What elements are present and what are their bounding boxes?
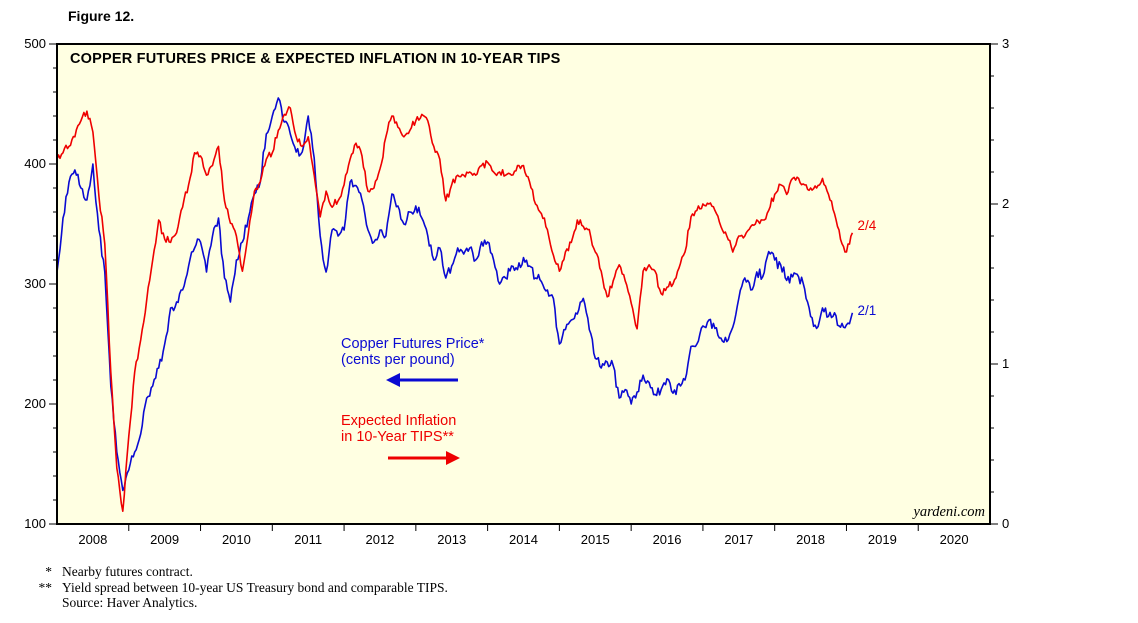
inflation-end-label: 2/4 — [857, 217, 877, 233]
footnote-text: Yield spread between 10-year US Treasury… — [62, 579, 448, 595]
inflation-legend: Expected Inflation in 10-Year TIPS** — [341, 413, 456, 445]
footnote-text: Source: Haver Analytics. — [62, 595, 198, 610]
left-arrow-icon — [386, 373, 400, 387]
plot-background — [57, 44, 990, 524]
footnote-text: Nearby futures contract. — [62, 564, 193, 579]
x-axis-tick-label: 2013 — [437, 532, 467, 547]
right-axis-tick-label: 3 — [1002, 36, 1010, 51]
left-axis-tick-label: 100 — [24, 516, 46, 531]
figure-label: Figure 12. — [68, 8, 135, 24]
left-axis-tick-label: 500 — [24, 36, 46, 51]
copper-legend-sublabel: (cents per pound) — [341, 352, 455, 368]
inflation-legend-label: Expected Inflation — [341, 413, 457, 429]
x-axis-tick-label: 2011 — [294, 532, 323, 547]
footnote-row: ** Yield spread between 10-year US Treasu… — [28, 580, 448, 596]
x-axis-tick-label: 2012 — [365, 532, 395, 547]
inflation-series-line — [58, 106, 854, 512]
footnote-row: * Nearby futures contract. — [28, 564, 448, 580]
left-axis-tick-label: 400 — [24, 156, 46, 171]
right-axis-tick-label: 1 — [1002, 356, 1010, 371]
copper-end-label: 2/1 — [857, 302, 877, 318]
right-axis-tick-label: 0 — [1002, 516, 1010, 531]
footnote-marker: ** — [38, 579, 53, 595]
left-axis-tick-label: 200 — [24, 396, 46, 411]
x-axis-tick-label: 2020 — [939, 532, 969, 547]
copper-series-line — [58, 97, 854, 492]
x-axis-tick-label: 2014 — [509, 532, 538, 547]
x-axis-tick-label: 2010 — [221, 532, 251, 547]
x-axis-tick-label: 2017 — [724, 532, 754, 547]
copper-legend: Copper Futures Price* (cents per pound) — [341, 336, 484, 368]
copper-legend-label: Copper Futures Price* — [341, 336, 485, 352]
watermark: yardeni.com — [913, 504, 985, 520]
x-axis-tick-label: 2015 — [580, 532, 610, 547]
right-arrow-icon — [446, 451, 460, 465]
footnote-marker: * — [45, 564, 52, 579]
footnote-marker — [28, 595, 52, 611]
x-axis-tick-label: 2008 — [78, 532, 108, 547]
inflation-legend-sublabel: in 10-Year TIPS** — [341, 429, 454, 445]
x-axis-tick-label: 2018 — [796, 532, 826, 547]
right-axis-tick-label: 2 — [1002, 196, 1010, 211]
footnote-row: Source: Haver Analytics. — [28, 595, 448, 611]
left-axis-tick-label: 300 — [24, 276, 46, 291]
x-axis-tick-label: 2019 — [867, 532, 897, 547]
plot-border — [56, 43, 991, 525]
x-axis-tick-label: 2009 — [150, 532, 180, 547]
footnotes: * Nearby futures contract. ** Yield spread … — [28, 564, 448, 611]
x-axis-tick-label: 2016 — [652, 532, 682, 547]
chart-title: COPPER FUTURES PRICE & EXPECTED INFLATIO… — [70, 51, 561, 67]
